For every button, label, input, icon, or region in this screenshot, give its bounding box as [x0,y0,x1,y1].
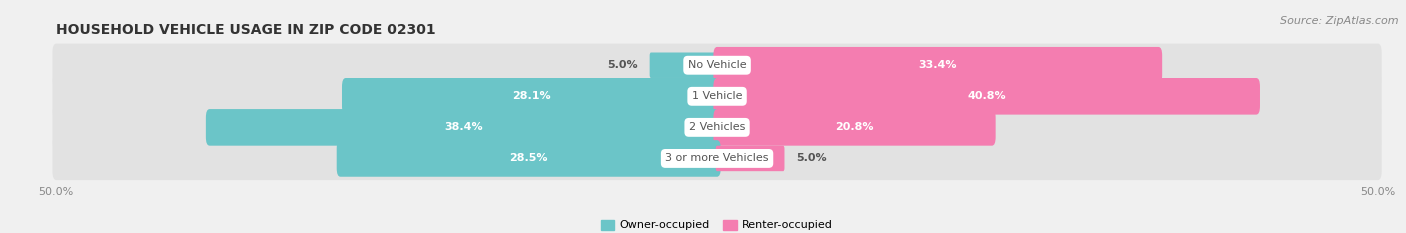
Text: 28.5%: 28.5% [509,154,548,163]
Text: 38.4%: 38.4% [444,122,482,132]
FancyBboxPatch shape [52,75,1382,118]
FancyBboxPatch shape [342,78,721,115]
Text: 28.1%: 28.1% [512,91,551,101]
Text: 5.0%: 5.0% [607,60,638,70]
Text: Source: ZipAtlas.com: Source: ZipAtlas.com [1281,16,1399,26]
Text: 1 Vehicle: 1 Vehicle [692,91,742,101]
Text: 3 or more Vehicles: 3 or more Vehicles [665,154,769,163]
FancyBboxPatch shape [205,109,721,146]
Text: 5.0%: 5.0% [796,154,827,163]
Text: 2 Vehicles: 2 Vehicles [689,122,745,132]
Text: 20.8%: 20.8% [835,122,873,132]
FancyBboxPatch shape [713,78,1260,115]
FancyBboxPatch shape [52,44,1382,87]
FancyBboxPatch shape [336,140,721,177]
FancyBboxPatch shape [52,137,1382,180]
FancyBboxPatch shape [716,146,785,171]
FancyBboxPatch shape [713,109,995,146]
Text: 33.4%: 33.4% [918,60,957,70]
Text: No Vehicle: No Vehicle [688,60,747,70]
FancyBboxPatch shape [650,52,718,78]
Text: 40.8%: 40.8% [967,91,1005,101]
FancyBboxPatch shape [52,106,1382,149]
Text: HOUSEHOLD VEHICLE USAGE IN ZIP CODE 02301: HOUSEHOLD VEHICLE USAGE IN ZIP CODE 0230… [56,23,436,37]
FancyBboxPatch shape [713,47,1163,84]
Legend: Owner-occupied, Renter-occupied: Owner-occupied, Renter-occupied [596,215,838,233]
